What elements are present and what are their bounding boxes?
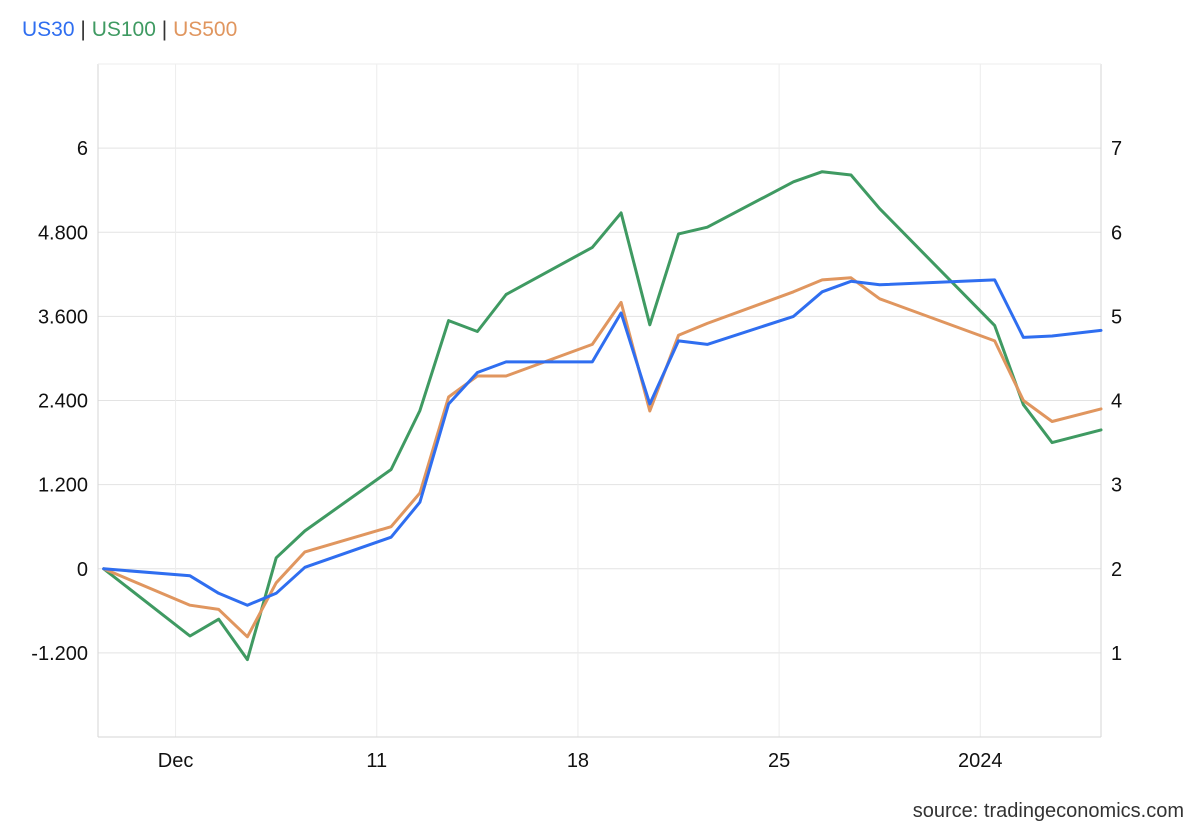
right-axis-tick-label: 6 — [1111, 222, 1122, 244]
left-axis-tick-label: 2.400 — [38, 391, 88, 413]
legend-us100[interactable]: US100 — [91, 18, 156, 41]
x-axis-tick-label: 18 — [567, 750, 589, 772]
chart-legend: US30 | US100 | US500 — [22, 18, 237, 42]
right-axis-tick-label: 7 — [1111, 138, 1122, 160]
legend-us30[interactable]: US30 — [22, 18, 75, 41]
left-axis-tick-label: 3.600 — [38, 306, 88, 328]
legend-separator: | — [161, 18, 168, 41]
left-axis-tick-label: 1.200 — [38, 475, 88, 497]
right-axis-tick-label: 5 — [1111, 306, 1122, 328]
x-axis-tick-label: Dec — [158, 750, 194, 772]
legend-us500[interactable]: US500 — [173, 18, 238, 41]
right-axis-labels: 1 2 3 4 5 6 7 — [1111, 138, 1122, 665]
x-axis-tick-label: 25 — [768, 750, 790, 772]
left-axis-tick-label: -1.200 — [31, 643, 88, 665]
right-axis-tick-label: 1 — [1111, 643, 1122, 665]
x-axis-tick-label: 11 — [366, 750, 387, 772]
x-axis-tick-label: 2024 — [958, 750, 1003, 772]
left-axis-tick-label: 0 — [77, 559, 88, 581]
plot-frame — [97, 63, 1102, 738]
right-axis-tick-label: 4 — [1111, 391, 1122, 413]
series-lines — [102, 170, 1103, 662]
left-axis-labels: -1.200 0 1.200 2.400 3.600 4.800 6 — [31, 138, 88, 665]
legend-separator: | — [80, 18, 86, 41]
x-axis-labels: Dec 11 18 25 2024 — [158, 750, 1003, 772]
source-credit: source: tradingeconomics.com — [912, 800, 1184, 822]
series-line-us100 — [102, 170, 1103, 662]
right-axis-tick-label: 2 — [1111, 559, 1122, 581]
left-axis-tick-label: 6 — [77, 138, 88, 160]
left-axis-tick-label: 4.800 — [38, 222, 88, 244]
series-line-us30 — [102, 278, 1103, 607]
series-line-us500 — [102, 276, 1103, 639]
right-axis-tick-label: 3 — [1111, 475, 1122, 497]
